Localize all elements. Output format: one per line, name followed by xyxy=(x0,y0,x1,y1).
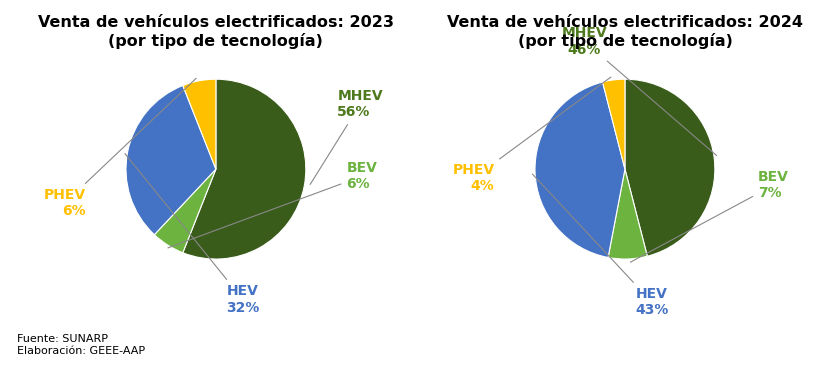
Text: HEV
43%: HEV 43% xyxy=(532,174,669,317)
Text: BEV
7%: BEV 7% xyxy=(631,170,789,262)
Wedge shape xyxy=(602,79,625,169)
Wedge shape xyxy=(182,79,306,259)
Wedge shape xyxy=(182,79,216,169)
Text: HEV
32%: HEV 32% xyxy=(125,154,260,315)
Text: MHEV
46%: MHEV 46% xyxy=(561,26,716,156)
Title: Venta de vehículos electrificados: 2024
(por tipo de tecnología): Venta de vehículos electrificados: 2024 … xyxy=(447,15,803,48)
Title: Venta de vehículos electrificados: 2023
(por tipo de tecnología): Venta de vehículos electrificados: 2023 … xyxy=(38,15,394,48)
Wedge shape xyxy=(126,86,216,235)
Text: PHEV
6%: PHEV 6% xyxy=(43,78,197,218)
Wedge shape xyxy=(535,82,625,258)
Text: BEV
6%: BEV 6% xyxy=(168,161,377,248)
Wedge shape xyxy=(608,169,647,259)
Wedge shape xyxy=(154,169,216,253)
Text: MHEV
56%: MHEV 56% xyxy=(310,89,383,185)
Text: Fuente: SUNARP
Elaboración: GEEE-AAP: Fuente: SUNARP Elaboración: GEEE-AAP xyxy=(17,334,145,356)
Wedge shape xyxy=(625,79,715,256)
Text: PHEV
4%: PHEV 4% xyxy=(452,77,611,193)
